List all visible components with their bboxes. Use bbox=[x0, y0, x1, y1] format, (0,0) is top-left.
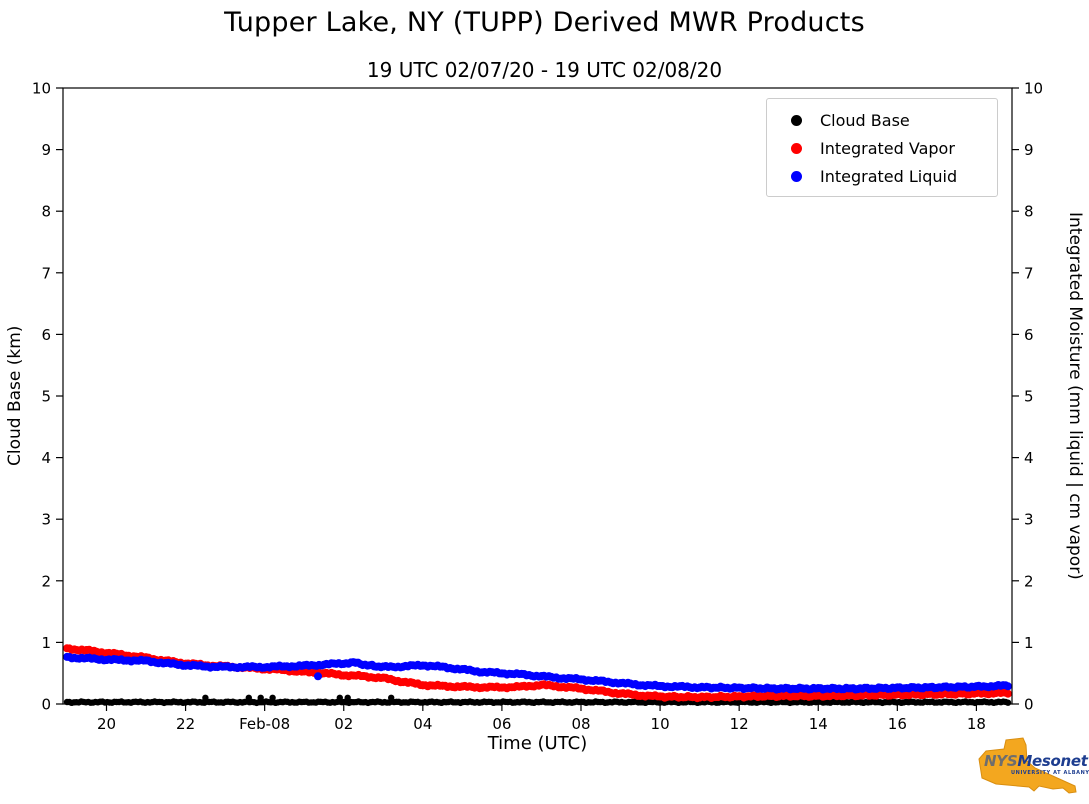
x-tick-label: 18 bbox=[967, 715, 986, 733]
legend-item-integrated-liquid: Integrated Liquid bbox=[767, 162, 997, 190]
y-tick-label-right: 3 bbox=[1024, 511, 1034, 529]
y-tick-label-left: 6 bbox=[41, 326, 51, 344]
y-tick-label-right: 10 bbox=[1024, 80, 1043, 98]
legend-marker-icon bbox=[791, 142, 802, 154]
x-axis-label: Time (UTC) bbox=[487, 733, 588, 754]
x-tick-label: 02 bbox=[334, 715, 353, 733]
legend-label: Integrated Vapor bbox=[820, 138, 955, 158]
y-tick-label-right: 4 bbox=[1024, 449, 1034, 467]
nys-mesonet-logo: NYSMesonet UNIVERSITY AT ALBANY bbox=[975, 734, 1089, 798]
y-axis-ticks-left: 0 1 2 3 4 5 6 7 8 9 10 bbox=[32, 80, 63, 714]
logo-wordmark: NYSMesonet bbox=[984, 752, 1088, 770]
x-tick-label: 22 bbox=[176, 715, 195, 733]
y-tick-label-left: 2 bbox=[41, 572, 51, 590]
y-tick-label-left: 10 bbox=[32, 80, 51, 98]
y-tick-label-right: 9 bbox=[1024, 141, 1034, 159]
x-tick-label: 14 bbox=[809, 715, 828, 733]
y-tick-label-right: 1 bbox=[1024, 634, 1034, 652]
y-tick-label-left: 4 bbox=[41, 449, 51, 467]
y-axis-ticks-right: 0 1 2 3 4 5 6 7 8 9 10 bbox=[1012, 80, 1043, 714]
y-tick-label-left: 9 bbox=[41, 141, 51, 159]
series-integrated-vapor bbox=[63, 644, 1012, 703]
x-tick-label: 16 bbox=[888, 715, 907, 733]
y-tick-label-left: 8 bbox=[41, 203, 51, 221]
y-tick-label-right: 2 bbox=[1024, 572, 1034, 590]
legend-label: Integrated Liquid bbox=[820, 166, 958, 186]
x-tick-label: 08 bbox=[571, 715, 590, 733]
y-tick-label-left: 3 bbox=[41, 511, 51, 529]
y-tick-label-right: 5 bbox=[1024, 388, 1034, 406]
x-tick-label: Feb-08 bbox=[239, 715, 290, 733]
legend-marker-icon bbox=[791, 170, 802, 182]
legend-item-integrated-vapor: Integrated Vapor bbox=[767, 134, 997, 162]
x-tick-label: 04 bbox=[413, 715, 432, 733]
logo-nys-text: NYS bbox=[984, 752, 1018, 770]
x-tick-label: 12 bbox=[730, 715, 749, 733]
x-axis-ticks: 20 22 Feb-08 02 04 06 08 10 12 14 16 18 bbox=[97, 704, 986, 733]
y-axis-label-right: Integrated Moisture (mm liquid | cm vapo… bbox=[1065, 212, 1085, 580]
y-tick-label-right: 7 bbox=[1024, 264, 1034, 282]
y-tick-label-right: 8 bbox=[1024, 203, 1034, 221]
legend-item-cloud-base: Cloud Base bbox=[767, 106, 997, 134]
y-tick-label-left: 5 bbox=[41, 388, 51, 406]
x-tick-label: 20 bbox=[97, 715, 116, 733]
logo-tagline: UNIVERSITY AT ALBANY bbox=[1011, 770, 1089, 776]
chart-title: Tupper Lake, NY (TUPP) Derived MWR Produ… bbox=[224, 7, 865, 38]
legend-marker-icon bbox=[791, 114, 802, 126]
legend: Cloud Base Integrated Vapor Integrated Liq… bbox=[766, 98, 998, 197]
y-tick-label-left: 7 bbox=[41, 264, 51, 282]
legend-label: Cloud Base bbox=[820, 110, 910, 130]
logo-mesonet-text: Mesonet bbox=[1017, 752, 1088, 770]
x-tick-label: 10 bbox=[651, 715, 670, 733]
plot-frame bbox=[62, 87, 1013, 705]
y-tick-label-right: 6 bbox=[1024, 326, 1034, 344]
y-tick-label-right: 0 bbox=[1024, 696, 1034, 714]
chart-subtitle: 19 UTC 02/07/20 - 19 UTC 02/08/20 bbox=[366, 58, 723, 82]
ny-state-shape-icon bbox=[978, 737, 1077, 794]
y-tick-label-left: 0 bbox=[41, 696, 51, 714]
y-axis-label-left: Cloud Base (km) bbox=[5, 325, 25, 467]
series-integrated-liquid bbox=[63, 652, 1012, 694]
y-tick-label-left: 1 bbox=[41, 634, 51, 652]
x-tick-label: 06 bbox=[492, 715, 511, 733]
